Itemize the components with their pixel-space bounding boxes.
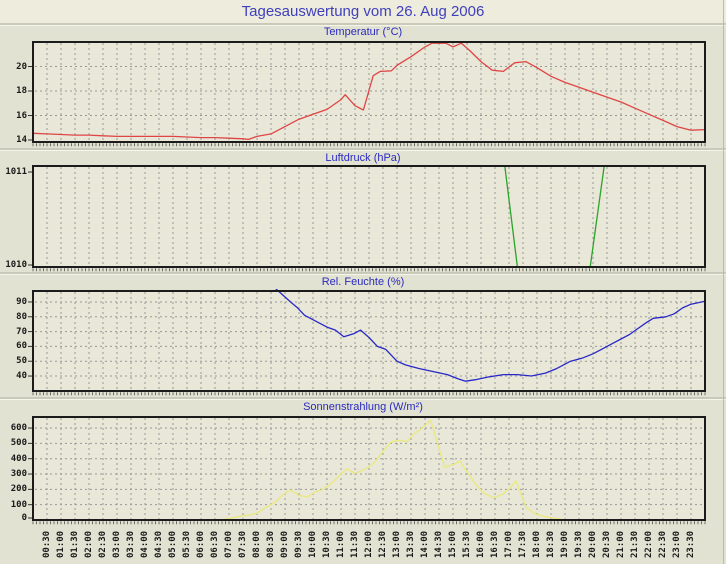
temperature-y-axis-label: 14 [16, 135, 27, 145]
time-axis-label: 10:00 [308, 530, 318, 558]
solar-y-axis-label: 500 [10, 438, 27, 449]
minor-ticks [32, 392, 706, 396]
plot-frame [32, 41, 706, 143]
time-axis-label: 03:30 [126, 530, 136, 558]
time-axis-label: 07:30 [238, 530, 248, 558]
solar-chart-section: Sonnenstrahlung (W/m²) [0, 399, 726, 564]
solar-chart-title: Sonnenstrahlung (W/m²) [303, 401, 423, 413]
time-axis-label: 22:00 [644, 530, 654, 558]
section-divider [0, 397, 726, 400]
time-axis-label: 14:00 [420, 530, 430, 558]
solar-y-axis-label: 400 [10, 453, 27, 464]
time-axis-label: 15:30 [462, 530, 472, 558]
time-axis-label: 14:30 [434, 530, 444, 558]
plot-frame [32, 290, 706, 392]
temperature-y-axis-label: 16 [16, 110, 27, 121]
time-axis-label: 01:30 [70, 530, 80, 558]
section-divider [0, 23, 726, 26]
time-axis-label: 15:00 [448, 530, 458, 558]
temperature-plot [28, 41, 706, 147]
time-axis-label: 17:30 [518, 530, 528, 558]
humidity-y-axis-label: 70 [16, 326, 27, 337]
pressure-plot [28, 165, 706, 272]
time-axis-label: 08:30 [266, 530, 276, 558]
solar-y-axis-label: 600 [10, 423, 27, 434]
time-axis-label: 09:00 [280, 530, 290, 558]
time-axis-label: 05:30 [182, 530, 192, 558]
page-title: Tagesauswertung vom 26. Aug 2006 [241, 3, 485, 20]
time-axis-label: 06:00 [196, 530, 206, 558]
time-axis-label: 02:30 [98, 530, 108, 558]
time-axis-label: 17:00 [504, 530, 514, 558]
temperature-line [32, 42, 706, 141]
time-axis-label: 13:00 [392, 530, 402, 558]
window-edge [723, 0, 724, 564]
humidity-y-axis-label: 90 [16, 296, 27, 307]
time-axis-label: 09:30 [294, 530, 304, 558]
temperature-chart-title: Temperatur (°C) [323, 26, 403, 38]
time-axis-label: 07:00 [224, 530, 234, 558]
time-axis-label: 21:00 [616, 530, 626, 558]
solar-line [33, 419, 705, 521]
minor-ticks [32, 521, 706, 525]
temperature-y-axis-label: 20 [16, 61, 27, 72]
time-axis-label: 08:00 [252, 530, 262, 558]
section-divider [0, 148, 726, 151]
time-axis-label: 20:00 [588, 530, 598, 558]
time-axis-label: 00:30 [42, 530, 52, 558]
solar-y-axis-label: 0 [21, 513, 27, 523]
humidity-plot [28, 289, 706, 396]
humidity-line [275, 289, 706, 382]
temperature-chart-section: Temperatur (°C) [0, 24, 726, 149]
time-axis-label: 11:30 [350, 530, 360, 558]
solar-y-axis-label: 200 [10, 484, 27, 495]
temperature-y-axis-label: 18 [16, 86, 27, 97]
pressure-y-axis-label: 1011 [5, 167, 27, 177]
solar-y-axis-label: 100 [10, 499, 27, 510]
solar-plot [28, 416, 706, 525]
plot-frame [32, 416, 706, 521]
time-axis-label: 02:00 [84, 530, 94, 558]
time-axis-label: 03:00 [112, 530, 122, 558]
time-axis-label: 06:30 [210, 530, 220, 558]
time-axis-label: 01:00 [56, 530, 66, 558]
minor-ticks [32, 143, 706, 147]
page-header: Tagesauswertung vom 26. Aug 2006 [0, 0, 726, 23]
time-axis-label: 05:00 [168, 530, 178, 558]
pressure-chart-title: Luftdruck (hPa) [325, 152, 401, 164]
humidity-y-axis-label: 50 [16, 356, 27, 367]
pressure-chart-section: Luftdruck (hPa) [0, 150, 726, 273]
humidity-chart-section: Rel. Feuchte (%) [0, 274, 726, 398]
time-axis-label: 19:30 [574, 530, 584, 558]
time-axis-label: 19:00 [560, 530, 570, 558]
time-axis-label: 04:30 [154, 530, 164, 558]
time-axis-label: 18:30 [546, 530, 556, 558]
humidity-y-axis-label: 80 [16, 311, 27, 322]
time-axis-label: 12:00 [364, 530, 374, 558]
time-axis-label: 16:00 [476, 530, 486, 558]
time-axis-label: 10:30 [322, 530, 332, 558]
time-axis-label: 20:30 [602, 530, 612, 558]
humidity-y-axis-label: 60 [16, 341, 27, 352]
time-axis-label: 22:30 [658, 530, 668, 558]
time-axis-label: 13:30 [406, 530, 416, 558]
time-axis-label: 16:30 [490, 530, 500, 558]
time-axis-label: 11:00 [336, 530, 346, 558]
minor-ticks [32, 268, 706, 272]
time-axis-label: 12:30 [378, 530, 388, 558]
time-axis-label: 23:30 [686, 530, 696, 558]
time-axis-label: 18:00 [532, 530, 542, 558]
time-axis-label: 23:00 [672, 530, 682, 558]
pressure-y-axis-label: 1010 [5, 260, 27, 270]
humidity-chart-title: Rel. Feuchte (%) [321, 276, 405, 288]
plot-frame [32, 165, 706, 268]
solar-y-axis-label: 300 [10, 469, 27, 480]
section-divider [0, 272, 726, 275]
humidity-y-axis-label: 40 [16, 371, 27, 382]
time-axis-label: 21:30 [630, 530, 640, 558]
time-axis-label: 04:00 [140, 530, 150, 558]
